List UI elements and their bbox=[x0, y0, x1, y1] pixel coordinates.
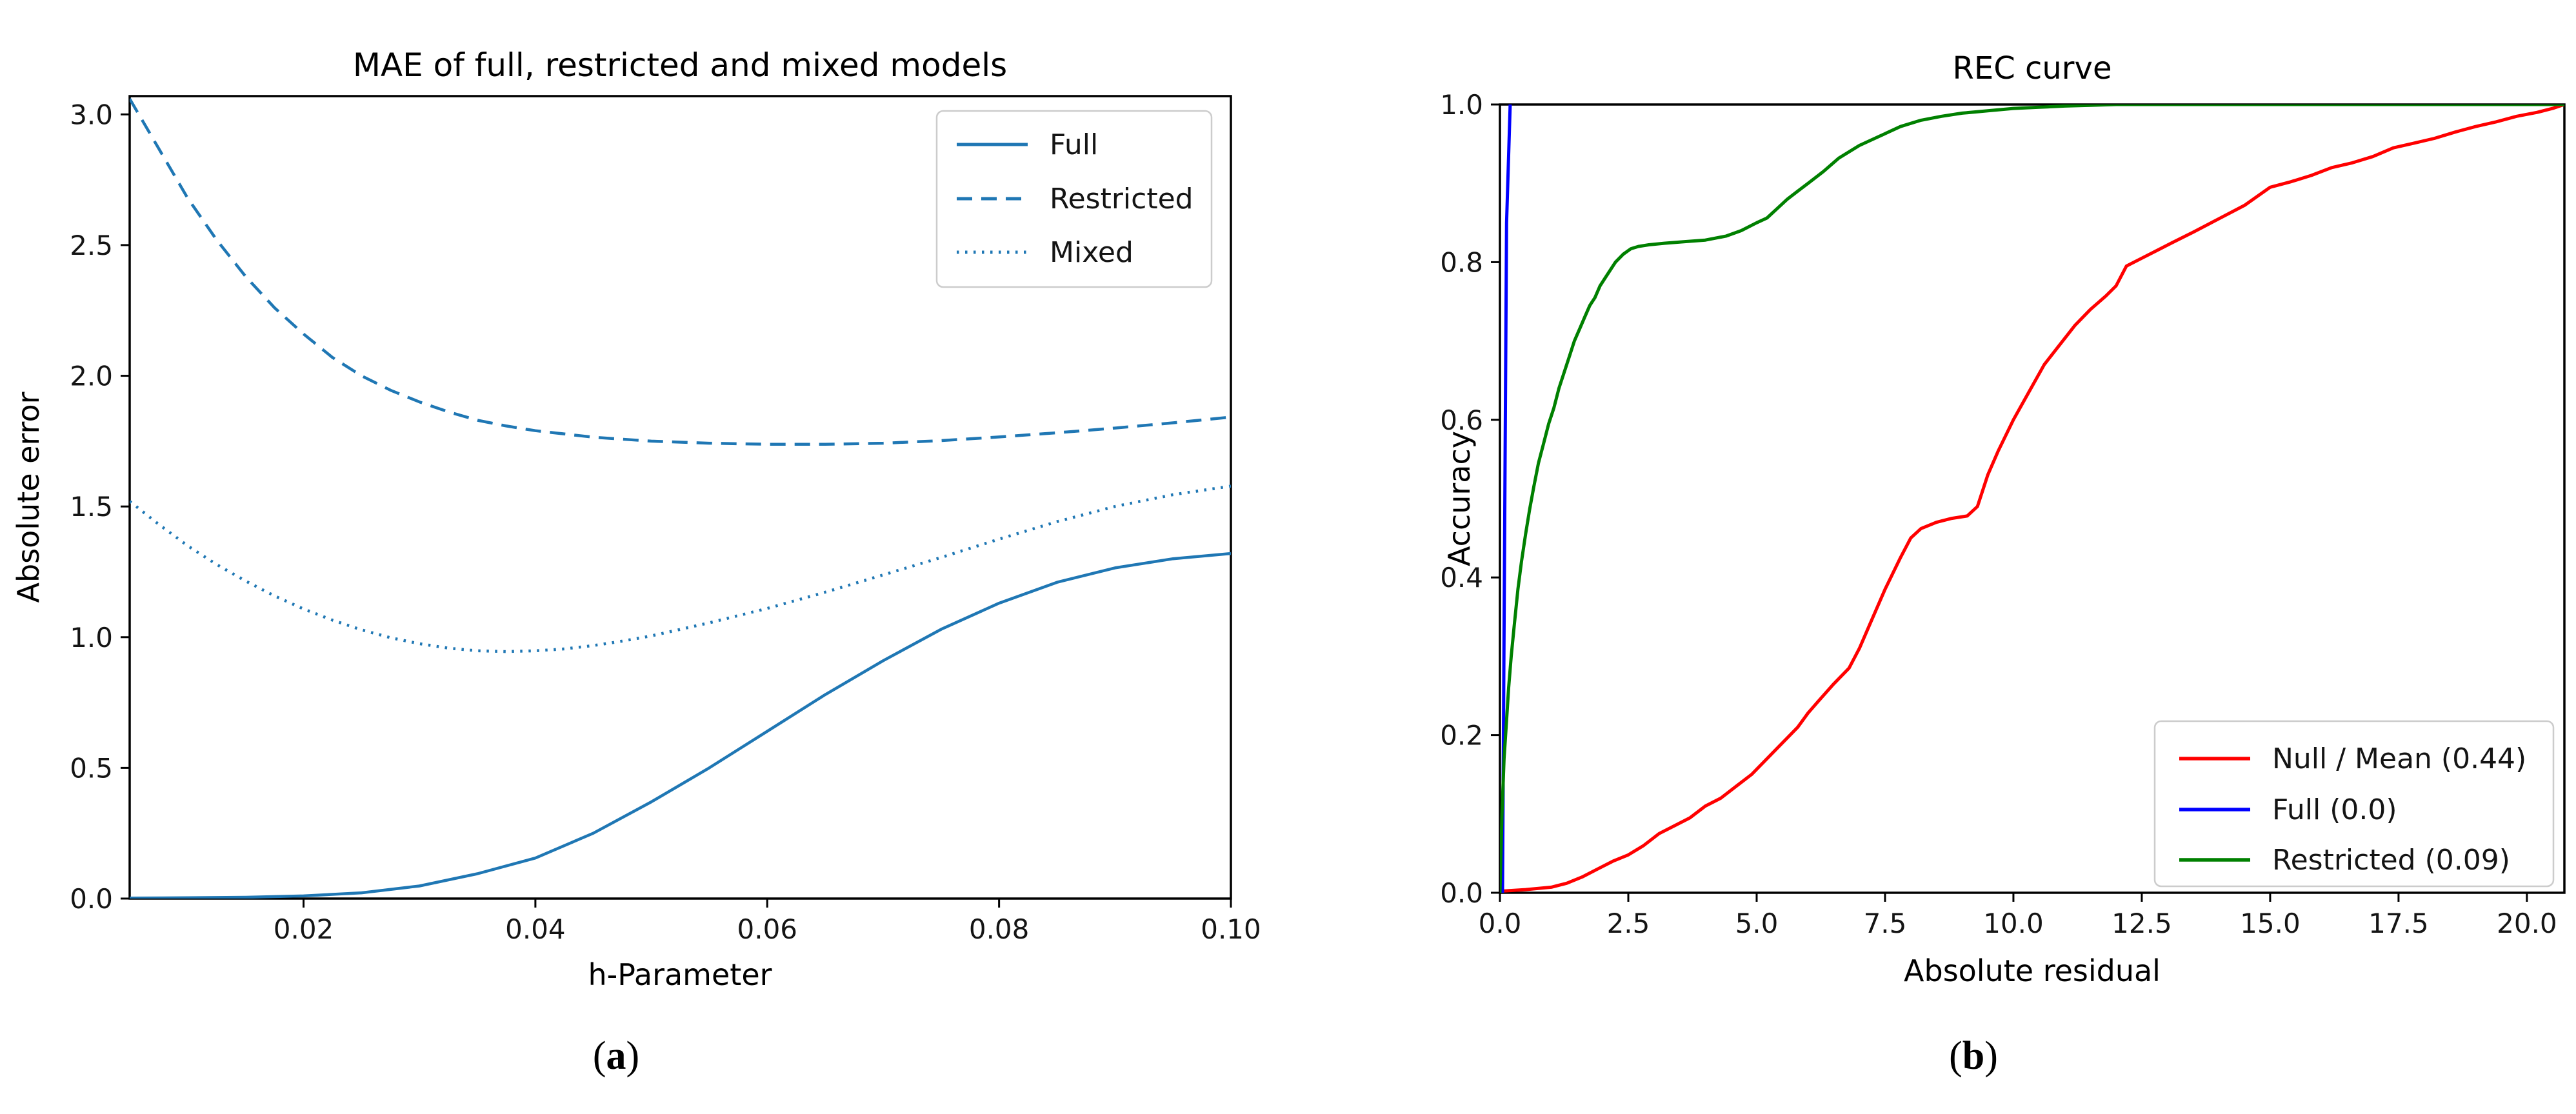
y-tick-label: 0.2 bbox=[1440, 720, 1483, 751]
x-tick-label: 17.5 bbox=[2368, 908, 2429, 939]
y-tick-label: 1.5 bbox=[70, 491, 113, 522]
caption-b: (b) bbox=[1949, 1033, 1998, 1079]
chart-rec-plot: 0.0 2.5 5.0 7.5 10.0 12.5 15.0 17.5 20.0 0.0 0.2 0.… bbox=[1440, 89, 2566, 939]
legend-label-restricted: Restricted bbox=[1050, 183, 1193, 215]
caption-a-paren-open: ( bbox=[592, 1034, 606, 1078]
y-tick-label: 0.6 bbox=[1440, 404, 1483, 436]
x-tick-label: 2.5 bbox=[1607, 908, 1650, 939]
y-tick-label: 0.0 bbox=[1440, 877, 1483, 909]
legend-label-null-mean: Null / Mean (0.44) bbox=[2272, 742, 2526, 775]
x-tick-label: 0.02 bbox=[274, 913, 334, 945]
x-tick-label: 12.5 bbox=[2112, 908, 2172, 939]
chart-mae-plot: 0.02 0.04 0.06 0.08 0.10 0.0 0.5 1.0 1.5 2.0 2.5 3.… bbox=[70, 95, 1261, 945]
chart-a-title: MAE of full, restricted and mixed models bbox=[352, 46, 1008, 84]
y-tick-label: 3.0 bbox=[70, 99, 113, 130]
x-tick-label: 20.0 bbox=[2497, 908, 2557, 939]
caption-a: (a) bbox=[593, 1033, 639, 1079]
chart-b-xaxis-label: Absolute residual bbox=[1904, 953, 2161, 988]
chart-a-yaxis-label: Absolute error bbox=[11, 392, 46, 603]
y-tick-label: 0.5 bbox=[70, 752, 113, 784]
y-tick-label: 2.0 bbox=[70, 361, 113, 392]
legend-label-mixed: Mixed bbox=[1050, 236, 1133, 269]
y-tick-label: 2.5 bbox=[70, 230, 113, 261]
caption-a-letter: a bbox=[606, 1034, 626, 1078]
y-tick-label: 1.0 bbox=[1440, 89, 1483, 121]
caption-b-letter: b bbox=[1962, 1034, 1985, 1078]
x-tick-label: 15.0 bbox=[2240, 908, 2301, 939]
series-line-full bbox=[1501, 104, 1512, 893]
x-tick-label: 5.0 bbox=[1735, 908, 1779, 939]
x-tick-label: 0.06 bbox=[737, 913, 798, 945]
caption-b-paren-open: ( bbox=[1949, 1034, 1962, 1078]
legend-label-full: Full bbox=[1050, 128, 1098, 161]
legend-box bbox=[935, 110, 1213, 288]
series-line-null-mean bbox=[1500, 104, 2564, 893]
series-line-restricted bbox=[130, 97, 1231, 446]
x-tick-label: 0.10 bbox=[1201, 913, 1261, 945]
legend-box bbox=[2153, 720, 2555, 888]
caption-a-paren-close: ) bbox=[626, 1034, 640, 1078]
chart-b-yaxis-label: Accuracy bbox=[1442, 430, 1477, 567]
chart-b-title: REC curve bbox=[1952, 50, 2112, 86]
legend-label-full: Full (0.0) bbox=[2272, 793, 2397, 826]
y-tick-label: 0.0 bbox=[70, 883, 113, 915]
y-tick-label: 0.8 bbox=[1440, 246, 1483, 278]
x-tick-label: 10.0 bbox=[1983, 908, 2044, 939]
legend-label-restricted: Restricted (0.09) bbox=[2272, 844, 2510, 877]
x-tick-label: 0.04 bbox=[505, 913, 566, 945]
caption-b-paren-close: ) bbox=[1984, 1034, 1998, 1078]
y-tick-label: 1.0 bbox=[70, 622, 113, 653]
x-tick-label: 0.08 bbox=[969, 913, 1030, 945]
series-line-full bbox=[130, 552, 1231, 899]
x-tick-label: 0.0 bbox=[1479, 908, 1522, 939]
y-tick-label: 0.4 bbox=[1440, 562, 1483, 593]
series-line-restricted bbox=[1500, 104, 2564, 893]
x-tick-label: 7.5 bbox=[1864, 908, 1907, 939]
chart-a-xaxis-label: h-Parameter bbox=[588, 957, 772, 992]
